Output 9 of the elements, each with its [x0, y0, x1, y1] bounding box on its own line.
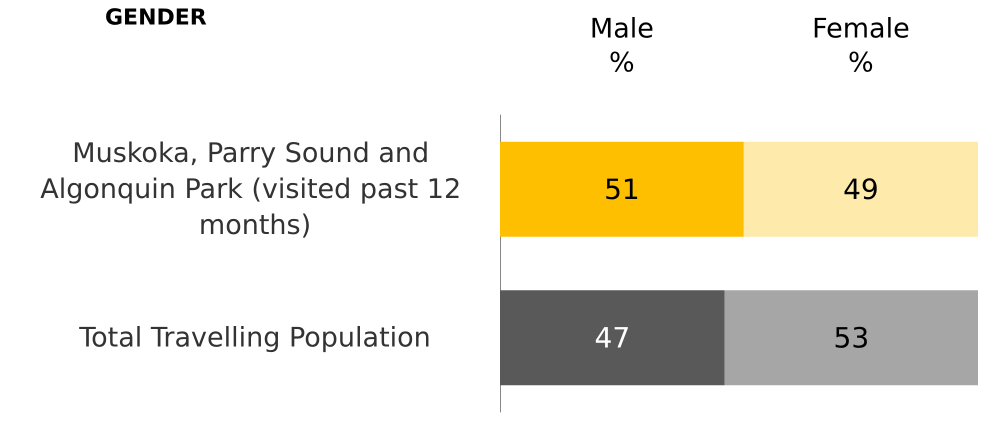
text: Male % — [590, 14, 654, 78]
text: GENDER — [105, 6, 207, 30]
data-label: 51 — [604, 172, 640, 206]
y-tick-label: Muskoka, Parry Sound and Algonquin Park (visited past 12 months) — [40, 138, 470, 241]
data-label: 53 — [834, 321, 870, 354]
text: Female % — [812, 14, 910, 78]
y-tick-label: Total Travelling Population — [78, 322, 431, 354]
data-label: 47 — [594, 321, 630, 354]
data-label: 49 — [843, 172, 879, 206]
